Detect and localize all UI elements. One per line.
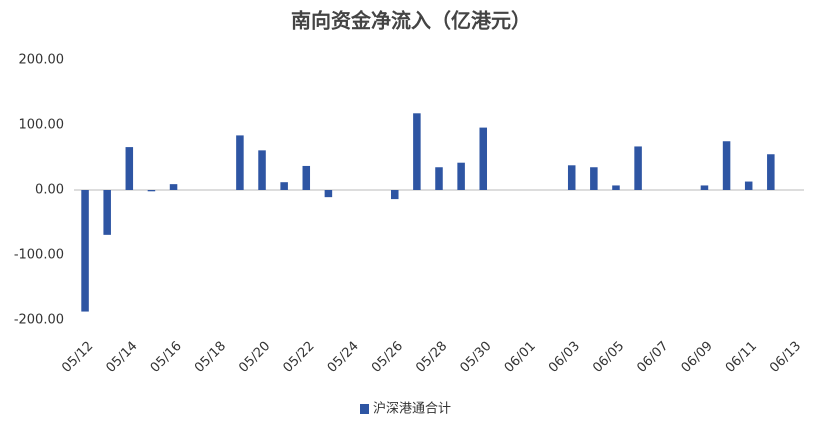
bar [612,185,620,190]
x-tick-label: 06/09 [679,339,716,376]
y-tick-label: 100.00 [19,118,65,133]
x-tick-label: 05/18 [192,339,229,376]
legend-swatch [360,404,369,414]
bar [324,190,333,198]
x-tick-label: 06/03 [546,339,583,376]
x-tick-label: 05/16 [148,339,185,376]
bar [258,150,266,190]
bar [722,141,731,190]
bar [590,167,598,190]
bar [169,184,178,190]
y-tick-label: 200.00 [19,53,65,68]
bar [767,154,775,190]
y-tick-label: -200.00 [14,313,64,328]
x-tick-label: 06/07 [634,339,671,376]
chart-title: 南向资金净流入（亿港元） [291,9,531,33]
bar [479,127,488,190]
x-tick-label: 05/24 [325,339,362,376]
x-tick-label: 05/12 [59,339,96,376]
y-tick-label: -100.00 [14,248,64,263]
bar [147,190,156,192]
bar [236,135,244,190]
x-tick-label: 05/22 [280,339,317,376]
bar [744,181,753,190]
x-tick-label: 05/28 [413,339,450,376]
legend-label: 沪深港通合计 [373,401,451,417]
bar [435,167,443,190]
bar [700,185,709,190]
x-tick-label: 06/13 [767,339,804,376]
x-tick-label: 06/11 [723,339,760,376]
x-tick-label: 06/05 [590,339,627,376]
bar [457,162,465,190]
x-tick-label: 05/20 [236,339,273,376]
bar [81,190,89,312]
x-tick-label: 06/01 [502,339,539,376]
bar [567,165,576,190]
x-tick-label: 05/14 [104,339,141,376]
bar [634,146,642,190]
bar [413,113,421,190]
bar [280,182,288,190]
bar [103,190,111,235]
y-tick-label: 0.00 [35,183,64,198]
x-tick-label: 05/26 [369,339,406,376]
bar [390,190,399,200]
bar [302,165,311,190]
x-tick-label: 05/30 [457,339,494,376]
bar [125,147,134,190]
